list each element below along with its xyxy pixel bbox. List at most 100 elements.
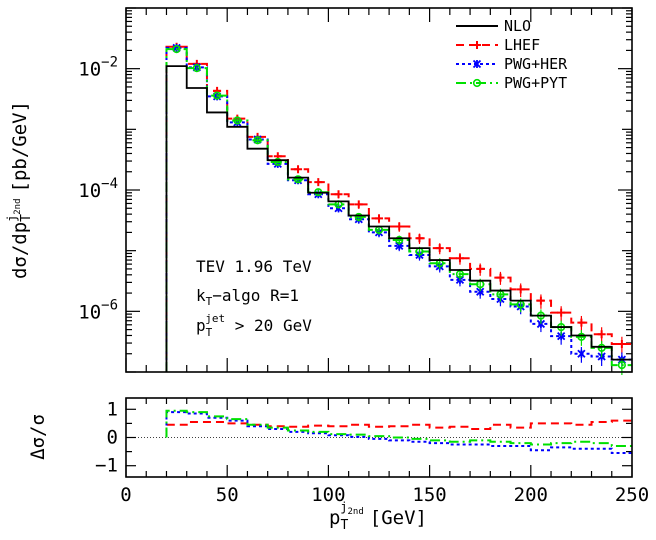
ratio-y-tick-label: 0	[107, 427, 118, 449]
ratio-series	[165, 409, 632, 455]
marker-circle	[233, 116, 242, 125]
x-axis-title: pTj2nd [GeV]	[329, 500, 427, 533]
data-point-lhef	[415, 233, 424, 244]
legend-label: PWG+PYT	[504, 74, 567, 92]
data-point-pwg-pyt	[212, 91, 222, 100]
collider-annotation: TEV 1.96 TeV	[196, 257, 312, 276]
marker-plus	[395, 222, 404, 231]
x-tick-label: 150	[412, 484, 446, 506]
x-tick-label: 250	[615, 484, 649, 506]
x-title-sub: T	[340, 518, 348, 533]
y-title-sup2: 2nd	[13, 198, 23, 214]
marker-circle	[253, 136, 262, 145]
data-point-lhef	[476, 263, 485, 276]
cut-rest: > 20 GeV	[225, 316, 312, 335]
cut-main: p	[196, 316, 206, 335]
data-point-pwg-pyt	[253, 136, 262, 145]
data-point-pwg-pyt	[597, 340, 606, 358]
data-point-lhef	[314, 178, 323, 187]
data-point-pwg-pyt	[354, 212, 363, 222]
y-tick-base: 10	[78, 301, 101, 323]
marker-plus	[617, 339, 626, 348]
data-point-lhef	[375, 214, 383, 224]
marker-plus	[334, 190, 343, 199]
main-series	[165, 42, 632, 376]
data-point-pwg-pyt	[577, 330, 586, 346]
legend-label: NLO	[504, 17, 531, 35]
annotation-block: TEV 1.96 TeV kT−algo R=1 pTjet > 20 GeV	[196, 257, 312, 339]
data-point-lhef	[334, 190, 343, 199]
marker-circle	[577, 332, 586, 341]
ratio-y-tick-label: 1	[107, 398, 118, 420]
marker-plus	[597, 330, 606, 339]
legend-item-pwg-her: PWG+HER	[456, 55, 568, 73]
algo-rest: −algo R=1	[212, 286, 299, 305]
legend-label: LHEF	[504, 36, 540, 54]
legend-item-nlo: NLO	[456, 17, 531, 35]
marker-plus	[536, 296, 545, 305]
legend-item-lhef: LHEF	[456, 36, 540, 54]
main-tick-labels: 10−210−410−6	[78, 55, 118, 324]
algo-main: k	[196, 286, 206, 305]
y-tick-exponent: −6	[101, 297, 118, 313]
y-title-unit: [pb/GeV]	[9, 101, 31, 193]
y-tick-base: 10	[78, 59, 101, 81]
main-plot-frame	[125, 7, 633, 373]
marker-circle	[212, 91, 222, 100]
x-title-unit: [GeV]	[370, 507, 427, 529]
ratio-y-axis-title: Δσ/σ	[27, 414, 49, 460]
data-point-pwg-pyt	[395, 235, 404, 246]
marker-cross	[577, 349, 586, 358]
marker-circle	[395, 235, 404, 245]
data-point-lhef	[516, 283, 525, 298]
marker-plus	[516, 285, 525, 294]
series-line-pwg-her	[165, 46, 632, 372]
main-y-tick-label: 10−6	[78, 297, 118, 323]
data-point-lhef	[557, 306, 566, 322]
y-tick-base: 10	[78, 180, 101, 202]
marker-plus	[455, 254, 464, 263]
legend-item-pwg-pyt: PWG+PYT	[456, 74, 567, 92]
marker-circle	[354, 212, 363, 222]
data-point-pwg-her	[577, 347, 586, 363]
marker-plus	[476, 264, 485, 273]
marker-plus	[496, 273, 505, 282]
marker-circle	[293, 175, 303, 184]
marker-plus	[415, 234, 424, 243]
marker-plus	[473, 41, 481, 49]
y-title-sub: T	[19, 214, 34, 222]
data-point-lhef	[455, 253, 464, 265]
y-title-sup: j	[5, 215, 19, 222]
marker-circle	[192, 64, 201, 73]
data-point-lhef	[354, 200, 363, 209]
marker-circle	[472, 78, 482, 88]
ratio-plot-frame	[125, 397, 633, 478]
algo-sub: T	[206, 295, 213, 308]
cut-annotation: pTjet > 20 GeV	[196, 312, 312, 339]
marker-circle	[273, 157, 282, 167]
main-y-tick-label: 10−4	[78, 176, 118, 202]
marker-circle	[597, 343, 606, 352]
data-point-pwg-pyt	[192, 64, 201, 73]
ratio-series-pwg-her	[165, 411, 632, 455]
marker-plus	[314, 178, 323, 187]
data-point-lhef	[294, 165, 303, 174]
svg-text:dσ/dpTj2nd[pb/GeV]: dσ/dpTj2nd [pb/GeV]	[5, 101, 34, 279]
x-title-main: p	[329, 507, 340, 529]
marker-circle	[617, 360, 626, 370]
x-title-sup2: 2nd	[348, 507, 364, 517]
x-title-sup: j	[340, 500, 347, 514]
series-line-nlo	[165, 65, 632, 372]
y-tick-exponent: −4	[101, 176, 118, 192]
marker-plus	[354, 200, 363, 209]
ratio-y-tick-label: −1	[95, 455, 118, 477]
marker-plus	[557, 308, 566, 317]
main-ticks	[125, 7, 633, 373]
marker-plus	[435, 244, 444, 253]
cut-sup: jet	[205, 312, 225, 325]
data-point-lhef	[435, 243, 444, 255]
main-y-tick-label: 10−2	[78, 55, 118, 81]
